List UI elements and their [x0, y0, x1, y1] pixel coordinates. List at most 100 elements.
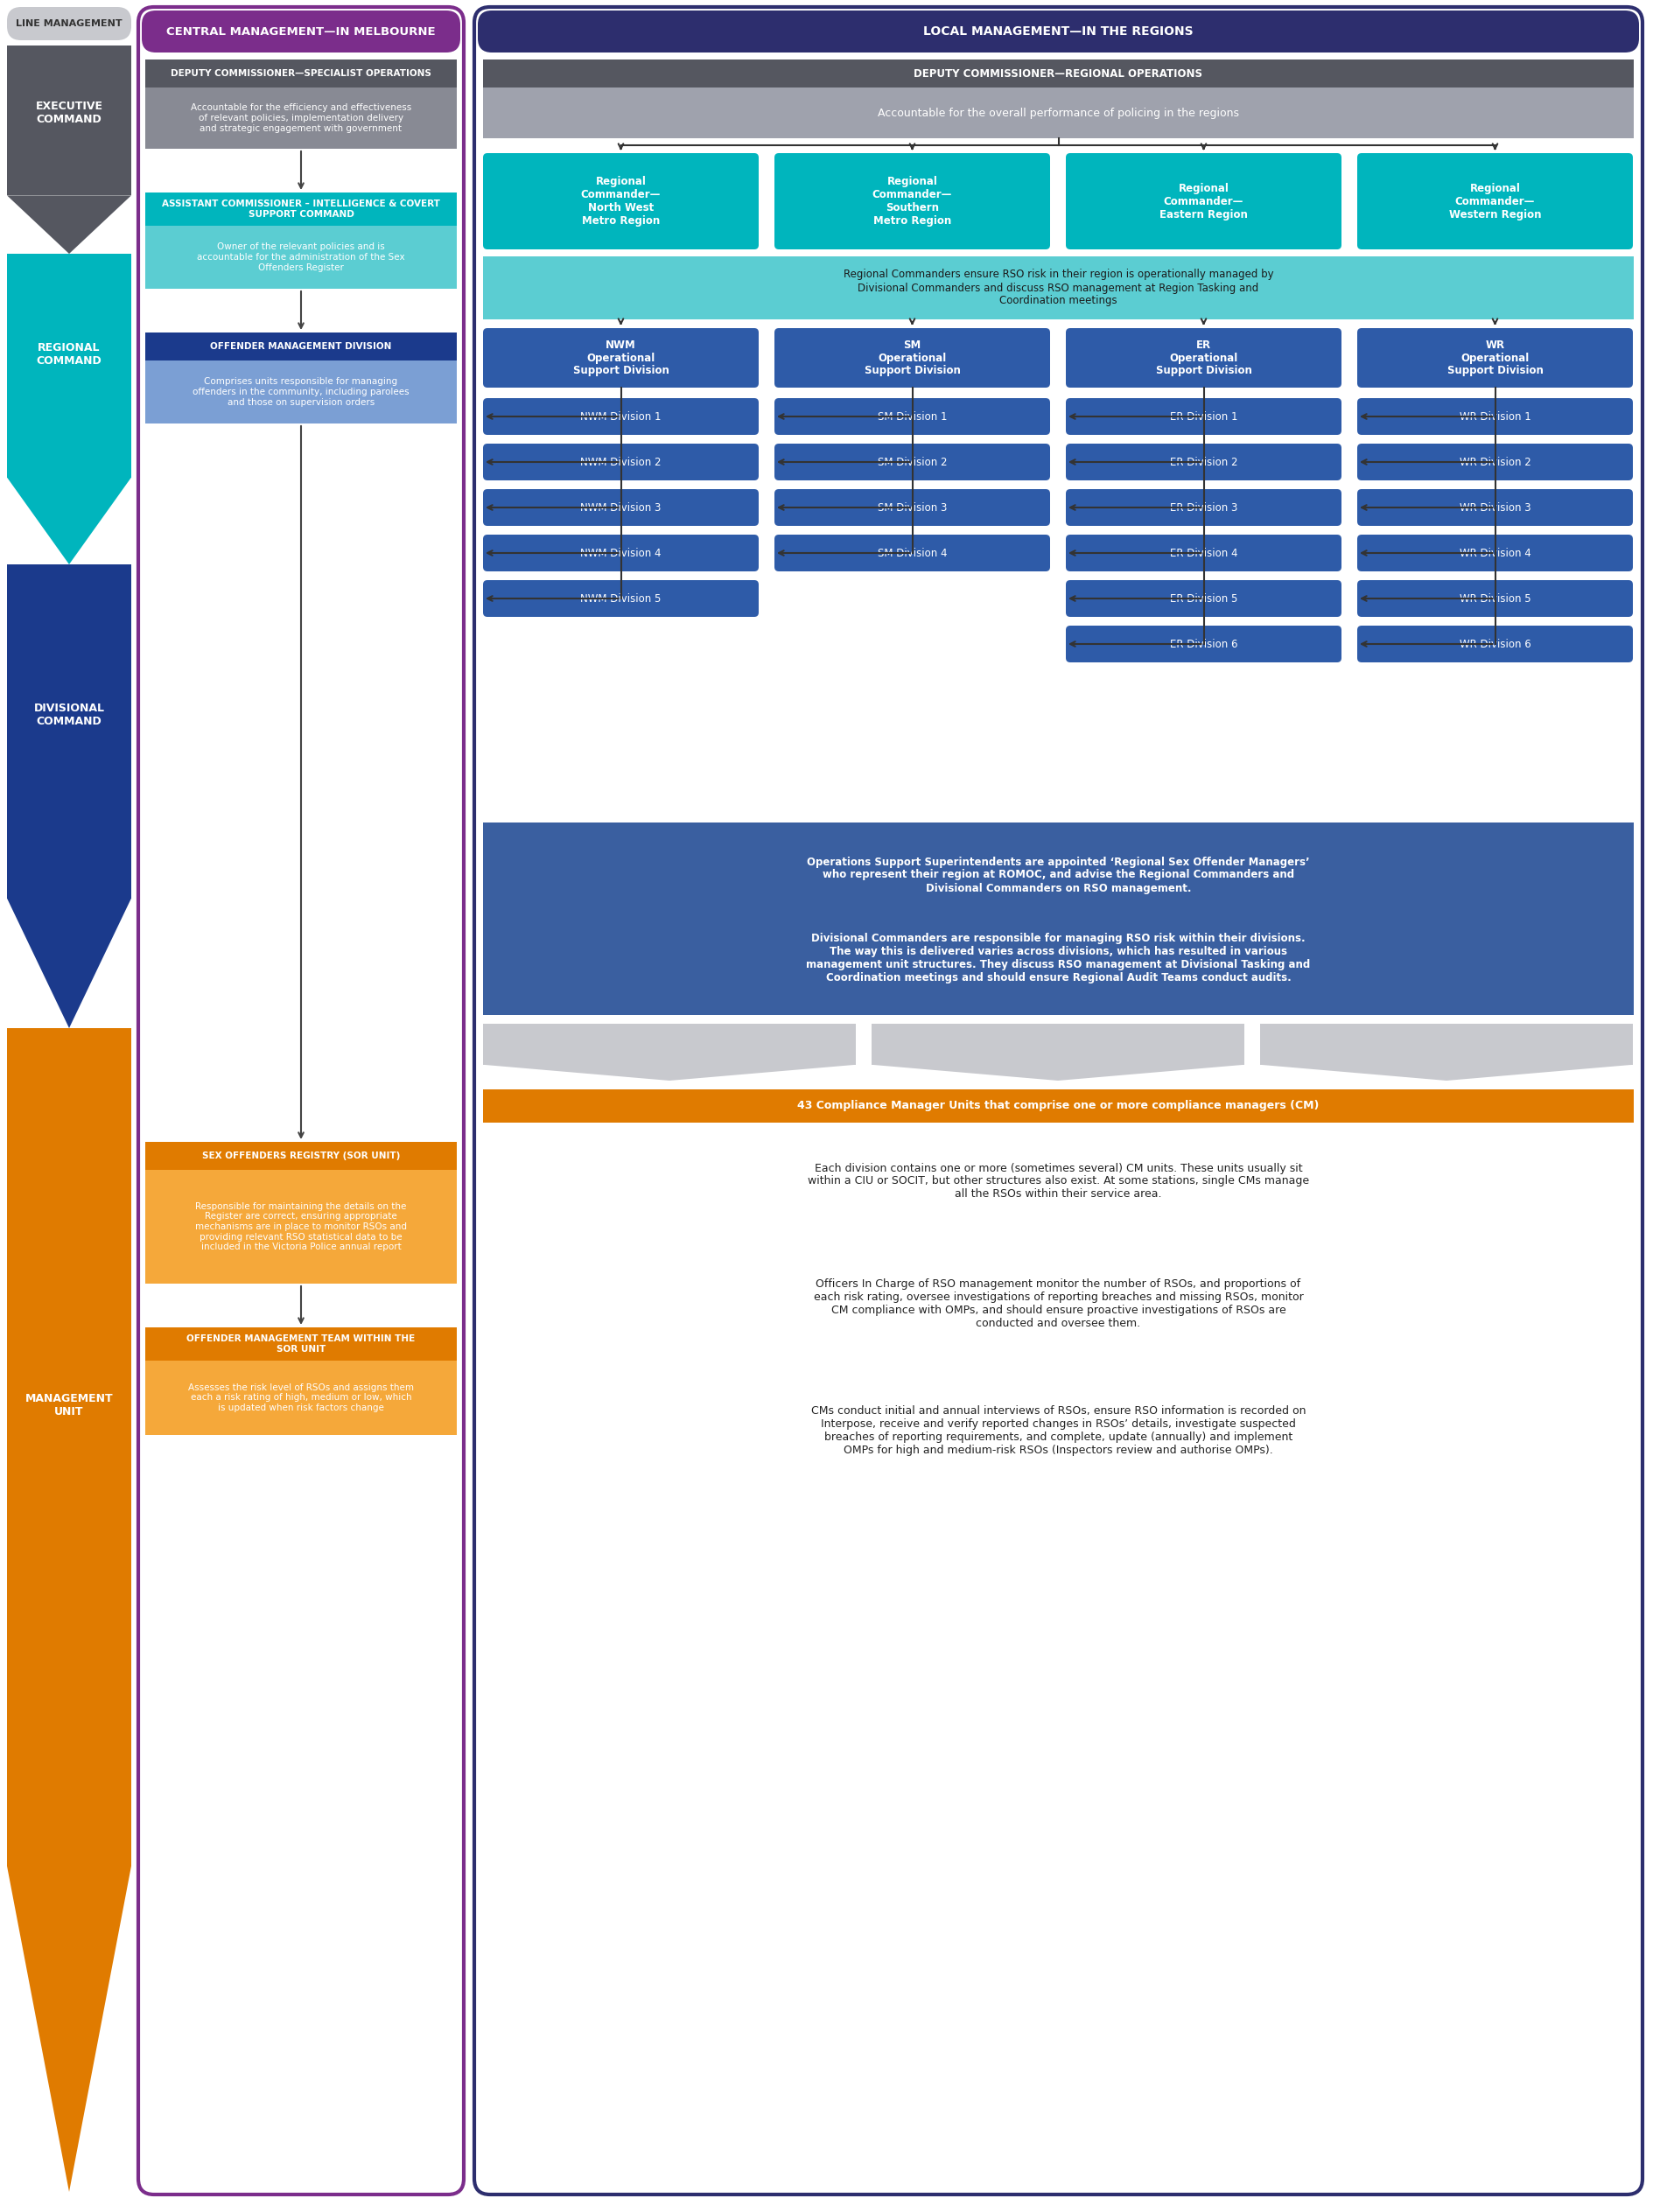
Text: ER Division 1: ER Division 1 — [1169, 411, 1236, 422]
Text: SM Division 1: SM Division 1 — [878, 411, 947, 422]
Bar — [7, 254, 131, 478]
Text: Comprises units responsible for managing
offenders in the community, including p: Comprises units responsible for managing… — [193, 378, 410, 407]
FancyBboxPatch shape — [1357, 153, 1632, 250]
FancyBboxPatch shape — [474, 7, 1641, 2194]
Text: Officers In Charge of RSO management monitor the number of RSOs, and proportions: Officers In Charge of RSO management mon… — [813, 1279, 1303, 1329]
Bar — [7, 564, 131, 898]
Text: NWM Division 1: NWM Division 1 — [580, 411, 661, 422]
Polygon shape — [871, 1064, 1243, 1082]
Polygon shape — [1260, 1064, 1632, 1082]
FancyBboxPatch shape — [142, 11, 460, 53]
Bar — [7, 46, 131, 195]
Text: DEPUTY COMMISSIONER—SPECIALIST OPERATIONS: DEPUTY COMMISSIONER—SPECIALIST OPERATION… — [170, 69, 431, 77]
Text: WR Division 2: WR Division 2 — [1458, 456, 1531, 467]
Text: Owner of the relevant policies and is
accountable for the administration of the : Owner of the relevant policies and is ac… — [197, 243, 405, 272]
FancyBboxPatch shape — [483, 535, 759, 571]
Text: CMs conduct initial and annual interviews of RSOs, ensure RSO information is rec: CMs conduct initial and annual interview… — [810, 1405, 1306, 1455]
FancyBboxPatch shape — [774, 398, 1050, 436]
FancyBboxPatch shape — [1065, 489, 1341, 526]
FancyBboxPatch shape — [1065, 398, 1341, 436]
Bar — [483, 823, 1633, 1015]
Text: DIVISIONAL
COMMAND: DIVISIONAL COMMAND — [33, 703, 104, 728]
FancyBboxPatch shape — [483, 489, 759, 526]
Text: SM Division 3: SM Division 3 — [878, 502, 947, 513]
Text: LINE MANAGEMENT: LINE MANAGEMENT — [17, 20, 122, 29]
FancyBboxPatch shape — [1065, 445, 1341, 480]
Text: DEPUTY COMMISSIONER—REGIONAL OPERATIONS: DEPUTY COMMISSIONER—REGIONAL OPERATIONS — [914, 69, 1202, 80]
Polygon shape — [483, 1064, 855, 1082]
Text: Accountable for the efficiency and effectiveness
of relevant policies, implement: Accountable for the efficiency and effec… — [190, 104, 412, 133]
Text: OFFENDER MANAGEMENT DIVISION: OFFENDER MANAGEMENT DIVISION — [210, 343, 392, 352]
FancyBboxPatch shape — [1357, 535, 1632, 571]
Text: ER Division 4: ER Division 4 — [1169, 546, 1236, 560]
Text: NWM Division 3: NWM Division 3 — [580, 502, 661, 513]
Text: Regional
Commander—
North West
Metro Region: Regional Commander— North West Metro Reg… — [580, 177, 661, 226]
Text: CENTRAL MANAGEMENT—IN MELBOURNE: CENTRAL MANAGEMENT—IN MELBOURNE — [167, 27, 435, 38]
Text: MANAGEMENT
UNIT: MANAGEMENT UNIT — [25, 1394, 112, 1418]
Text: Accountable for the overall performance of policing in the regions: Accountable for the overall performance … — [878, 106, 1238, 119]
FancyBboxPatch shape — [774, 535, 1050, 571]
Text: ER
Operational
Support Division: ER Operational Support Division — [1155, 338, 1251, 376]
Bar — [145, 1170, 456, 1283]
Bar — [871, 1024, 1243, 1064]
Bar — [145, 1360, 456, 1436]
Text: Responsible for maintaining the details on the
Register are correct, ensuring ap: Responsible for maintaining the details … — [195, 1201, 407, 1252]
FancyBboxPatch shape — [1357, 626, 1632, 661]
Bar — [145, 192, 456, 226]
Bar — [7, 1029, 131, 1867]
FancyBboxPatch shape — [774, 153, 1050, 250]
Text: LOCAL MANAGEMENT—IN THE REGIONS: LOCAL MANAGEMENT—IN THE REGIONS — [922, 24, 1193, 38]
FancyBboxPatch shape — [1065, 580, 1341, 617]
Bar — [145, 332, 456, 361]
FancyBboxPatch shape — [1065, 153, 1341, 250]
Bar — [483, 1024, 855, 1064]
Text: WR
Operational
Support Division: WR Operational Support Division — [1446, 338, 1542, 376]
FancyBboxPatch shape — [774, 327, 1050, 387]
FancyBboxPatch shape — [139, 7, 463, 2194]
FancyBboxPatch shape — [478, 11, 1638, 53]
Text: SM Division 4: SM Division 4 — [878, 546, 947, 560]
Bar — [145, 1141, 456, 1170]
FancyBboxPatch shape — [1357, 445, 1632, 480]
Bar — [145, 60, 456, 88]
FancyBboxPatch shape — [483, 398, 759, 436]
Text: NWM Division 5: NWM Division 5 — [580, 593, 661, 604]
Text: NWM Division 4: NWM Division 4 — [580, 546, 661, 560]
Text: Operations Support Superintendents are appointed ‘Regional Sex Offender Managers: Operations Support Superintendents are a… — [807, 856, 1309, 894]
Text: WR Division 5: WR Division 5 — [1458, 593, 1531, 604]
Text: Regional Commanders ensure RSO risk in their region is operationally managed by
: Regional Commanders ensure RSO risk in t… — [843, 270, 1273, 307]
Text: SM
Operational
Support Division: SM Operational Support Division — [865, 338, 960, 376]
FancyBboxPatch shape — [483, 153, 759, 250]
Text: ASSISTANT COMMISSIONER – INTELLIGENCE & COVERT
SUPPORT COMMAND: ASSISTANT COMMISSIONER – INTELLIGENCE & … — [162, 199, 440, 219]
Text: Regional
Commander—
Western Region: Regional Commander— Western Region — [1448, 181, 1541, 219]
Polygon shape — [7, 898, 131, 1029]
Text: WR Division 6: WR Division 6 — [1458, 639, 1531, 650]
Bar — [145, 88, 456, 148]
Text: WR Division 1: WR Division 1 — [1458, 411, 1531, 422]
FancyBboxPatch shape — [774, 445, 1050, 480]
FancyBboxPatch shape — [7, 7, 131, 40]
Bar — [1260, 1024, 1632, 1064]
Text: Regional
Commander—
Eastern Region: Regional Commander— Eastern Region — [1159, 181, 1246, 219]
Polygon shape — [7, 1867, 131, 2192]
Text: ER Division 6: ER Division 6 — [1169, 639, 1236, 650]
FancyBboxPatch shape — [1357, 580, 1632, 617]
FancyBboxPatch shape — [483, 445, 759, 480]
FancyBboxPatch shape — [1065, 327, 1341, 387]
Text: Each division contains one or more (sometimes several) CM units. These units usu: Each division contains one or more (some… — [807, 1164, 1309, 1201]
Bar — [483, 257, 1633, 319]
Text: SEX OFFENDERS REGISTRY (SOR UNIT): SEX OFFENDERS REGISTRY (SOR UNIT) — [202, 1152, 400, 1161]
FancyBboxPatch shape — [1065, 535, 1341, 571]
Text: ER Division 5: ER Division 5 — [1169, 593, 1236, 604]
Bar — [483, 1088, 1633, 1124]
Bar — [145, 226, 456, 290]
Bar — [483, 88, 1633, 137]
FancyBboxPatch shape — [1357, 398, 1632, 436]
FancyBboxPatch shape — [1357, 489, 1632, 526]
FancyBboxPatch shape — [483, 327, 759, 387]
FancyBboxPatch shape — [1357, 327, 1632, 387]
Text: ER Division 2: ER Division 2 — [1169, 456, 1236, 467]
Bar — [145, 1327, 456, 1360]
Text: NWM
Operational
Support Division: NWM Operational Support Division — [572, 338, 668, 376]
FancyBboxPatch shape — [1065, 626, 1341, 661]
